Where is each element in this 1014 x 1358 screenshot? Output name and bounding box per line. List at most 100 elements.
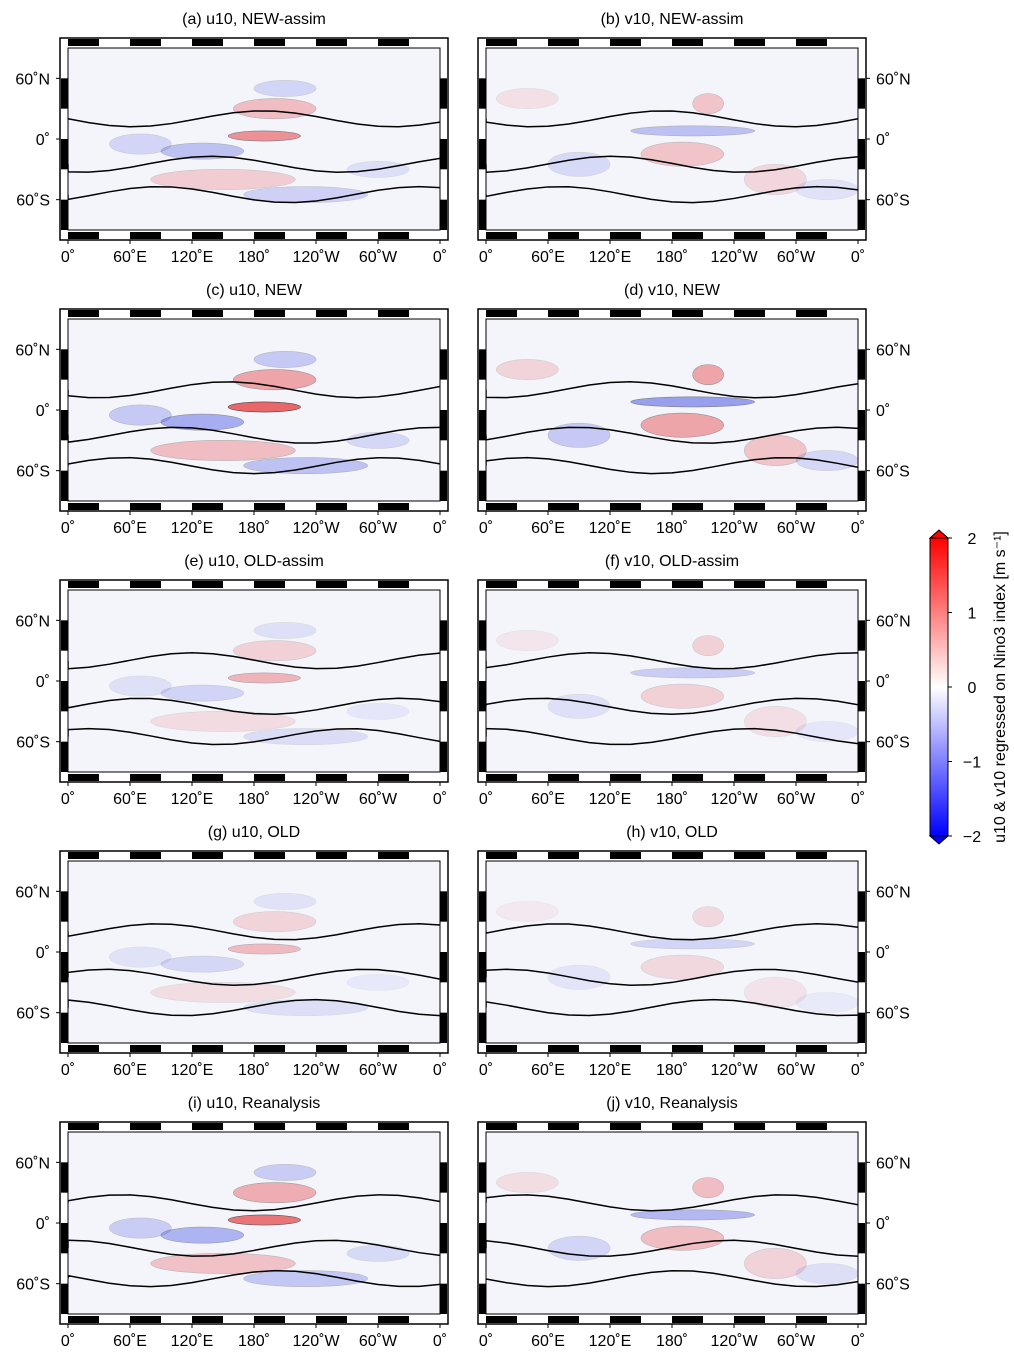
contour-line xyxy=(68,1194,440,1212)
frame-bar xyxy=(796,310,827,317)
frame-bar xyxy=(858,681,865,712)
frame-bar xyxy=(192,503,223,510)
contour-line xyxy=(486,923,858,941)
frame-bar xyxy=(192,232,223,239)
x-tick-label: 0˚ xyxy=(479,1333,493,1350)
frame-bar xyxy=(192,852,223,859)
anomaly xyxy=(630,396,755,408)
x-tick-label: 0˚ xyxy=(479,249,493,266)
frame-bar xyxy=(68,852,99,859)
frame-bar xyxy=(858,1223,865,1254)
frame-bar xyxy=(858,410,865,441)
map-panel: (d) v10, NEW 0˚ 60˚E 120˚E 180˚ 120˚W 60˚W 0˚ 60… xyxy=(477,282,911,537)
frame-bar xyxy=(192,581,223,588)
frame-bar xyxy=(254,1316,285,1323)
field xyxy=(68,622,440,746)
frame-bar xyxy=(672,310,703,317)
x-tick-label: 60˚W xyxy=(777,791,816,808)
x-tick-label: 120˚E xyxy=(171,1333,214,1350)
x-tick-label: 120˚W xyxy=(292,520,340,537)
anomaly xyxy=(630,1209,755,1221)
anomaly xyxy=(227,401,301,413)
frame-bar xyxy=(486,310,517,317)
frame-bar xyxy=(479,741,486,772)
frame-bar xyxy=(316,503,347,510)
anomaly xyxy=(109,404,172,426)
contour-line xyxy=(486,110,858,128)
x-tick-label: 60˚W xyxy=(777,520,816,537)
anomaly xyxy=(233,640,317,662)
frame-bar xyxy=(316,232,347,239)
field xyxy=(486,630,858,746)
frame-bar xyxy=(440,1283,447,1314)
field xyxy=(486,901,858,1017)
anomaly xyxy=(233,911,317,933)
frame-bar xyxy=(68,39,99,46)
x-tick-label: 120˚E xyxy=(589,1062,632,1079)
y-tick-label: 60˚S xyxy=(876,1277,910,1294)
anomaly xyxy=(346,702,410,720)
anomaly xyxy=(150,982,296,1003)
anomaly xyxy=(795,450,858,471)
y-tick-label: 0˚ xyxy=(36,674,50,691)
anomaly xyxy=(795,992,858,1013)
frame-bar xyxy=(61,139,68,170)
frame-bar xyxy=(548,232,579,239)
x-tick-label: 120˚E xyxy=(171,520,214,537)
frame-bar xyxy=(548,774,579,781)
anomaly xyxy=(109,675,172,697)
y-tick-label: 60˚S xyxy=(16,735,50,752)
frame-bar xyxy=(378,852,409,859)
y-tick-label: 60˚S xyxy=(876,193,910,210)
frame-bar xyxy=(858,952,865,983)
frame-bar xyxy=(68,1316,99,1323)
anomaly xyxy=(496,359,559,380)
frame-bar xyxy=(858,139,865,170)
frame-bar xyxy=(61,1162,68,1193)
x-tick-label: 120˚W xyxy=(710,1062,758,1079)
contour-line xyxy=(486,697,858,716)
anomaly xyxy=(160,955,244,973)
contour-line xyxy=(486,456,858,475)
frame-bar xyxy=(479,1223,486,1254)
anomaly xyxy=(692,635,724,657)
map-panel: (j) v10, Reanalysis 0˚ 60˚E 120˚E 180˚ 120˚W 6… xyxy=(477,1095,911,1350)
frame-bar xyxy=(440,1012,447,1043)
frame-bar xyxy=(254,503,285,510)
frame-bar xyxy=(192,774,223,781)
frame-bar xyxy=(796,852,827,859)
frame-bar xyxy=(130,1045,161,1052)
x-tick-label: 180˚ xyxy=(656,249,688,266)
x-tick-label: 60˚W xyxy=(777,249,816,266)
x-tick-label: 120˚E xyxy=(589,249,632,266)
frame-bar xyxy=(316,1316,347,1323)
x-tick-label: 60˚E xyxy=(531,1333,565,1350)
contour-line xyxy=(68,381,440,399)
frame-bar xyxy=(316,852,347,859)
frame-bar xyxy=(734,232,765,239)
frame-bar xyxy=(254,232,285,239)
x-tick-label: 120˚W xyxy=(292,1062,340,1079)
frame-bar xyxy=(68,1123,99,1130)
field xyxy=(486,88,858,204)
x-tick-label: 0˚ xyxy=(851,791,865,808)
contour-line xyxy=(68,697,440,715)
frame-bar xyxy=(440,470,447,501)
x-tick-label: 0˚ xyxy=(61,1333,75,1350)
anomaly xyxy=(496,1172,559,1193)
colorbar-tick-label: −2 xyxy=(963,829,981,846)
y-tick-label: 0˚ xyxy=(876,403,890,420)
frame-bar xyxy=(548,852,579,859)
anomaly xyxy=(630,125,755,137)
map-area xyxy=(67,860,441,1044)
x-tick-label: 180˚ xyxy=(656,1333,688,1350)
x-tick-label: 60˚W xyxy=(359,1333,398,1350)
x-tick-label: 60˚W xyxy=(359,520,398,537)
anomaly xyxy=(160,1226,244,1244)
frame-bar xyxy=(61,199,68,230)
field xyxy=(68,351,440,475)
x-tick-label: 180˚ xyxy=(238,249,270,266)
y-tick-label: 60˚N xyxy=(15,342,50,359)
anomaly xyxy=(109,946,172,968)
x-tick-label: 120˚E xyxy=(589,1333,632,1350)
